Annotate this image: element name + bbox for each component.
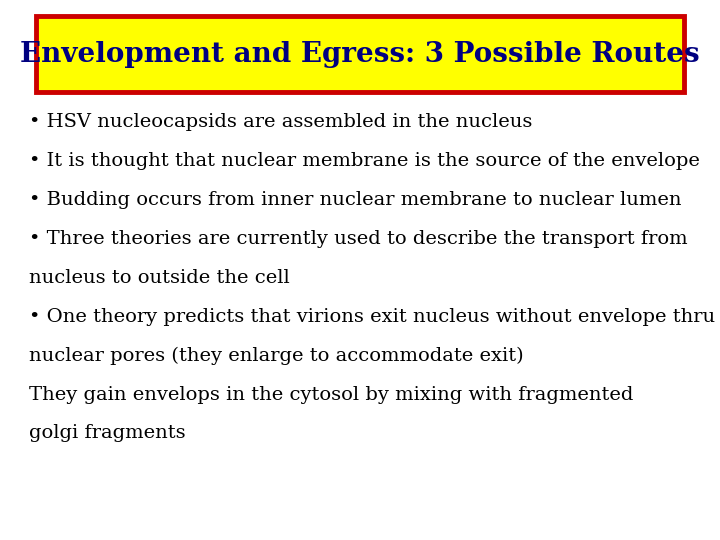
- Text: Envelopment and Egress: 3 Possible Routes: Envelopment and Egress: 3 Possible Route…: [20, 40, 700, 68]
- Text: • Three theories are currently used to describe the transport from: • Three theories are currently used to d…: [29, 230, 688, 248]
- Text: • Budding occurs from inner nuclear membrane to nuclear lumen: • Budding occurs from inner nuclear memb…: [29, 191, 681, 209]
- Text: • One theory predicts that virions exit nucleus without envelope thru: • One theory predicts that virions exit …: [29, 308, 715, 326]
- Text: • It is thought that nuclear membrane is the source of the envelope: • It is thought that nuclear membrane is…: [29, 152, 700, 170]
- Bar: [36, 16, 684, 92]
- Text: golgi fragments: golgi fragments: [29, 424, 186, 442]
- Text: • HSV nucleocapsids are assembled in the nucleus: • HSV nucleocapsids are assembled in the…: [29, 113, 532, 131]
- Text: nuclear pores (they enlarge to accommodate exit): nuclear pores (they enlarge to accommoda…: [29, 347, 523, 365]
- Text: They gain envelops in the cytosol by mixing with fragmented: They gain envelops in the cytosol by mix…: [29, 386, 633, 403]
- Text: nucleus to outside the cell: nucleus to outside the cell: [29, 269, 289, 287]
